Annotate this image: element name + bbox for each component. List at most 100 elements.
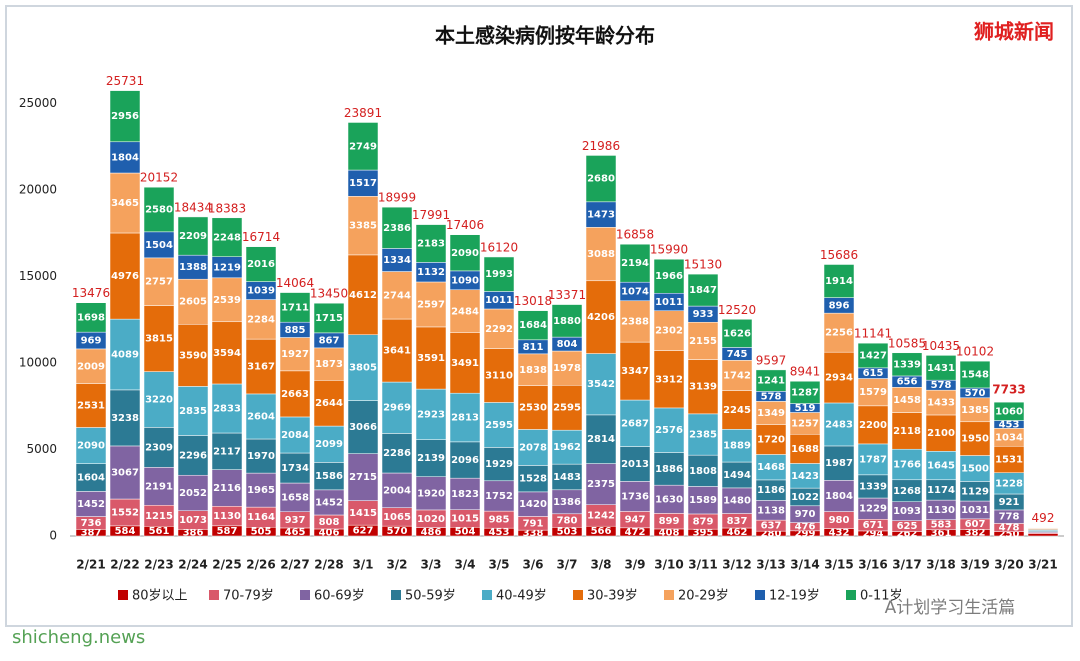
total-label: 13476 [72,286,110,300]
data-label: 1060 [995,406,1023,417]
data-label: 1219 [213,262,241,273]
data-label: 2191 [145,481,173,492]
data-label: 2286 [383,448,411,459]
data-label: 1129 [961,486,989,497]
data-label: 2309 [145,442,173,453]
legend-swatch [482,590,492,600]
x-tick-label: 3/9 [624,558,645,572]
data-label: 1965 [247,485,275,496]
total-label: 13371 [548,288,586,302]
x-tick-label: 3/14 [790,558,819,572]
legend-swatch [755,590,765,600]
data-label: 3805 [349,363,377,374]
data-label: 2155 [689,336,717,347]
data-label: 1987 [825,458,853,469]
data-label: 3110 [485,371,513,382]
x-tick-label: 3/12 [722,558,751,572]
data-label: 1808 [689,466,717,477]
data-label: 804 [557,339,578,350]
data-label: 1420 [519,499,547,510]
data-label: 937 [285,515,306,526]
total-label: 15130 [684,258,722,272]
data-label: 432 [829,527,850,538]
data-label: 1548 [961,370,989,381]
data-label: 2292 [485,324,513,335]
data-label: 503 [557,527,578,538]
data-label: 2302 [655,326,683,337]
watermark: 狮城新闻 [974,20,1054,44]
data-label: 3491 [451,358,479,369]
data-label: 1039 [247,286,275,297]
data-label: 578 [931,380,952,391]
data-label: 2209 [179,231,207,242]
data-label: 561 [149,526,170,537]
legend-label: 50-59岁 [405,589,456,604]
legend-label: 30-39岁 [587,589,638,604]
data-label: 3066 [349,422,377,433]
x-tick-label: 3/8 [590,558,611,572]
data-label: 1586 [315,471,343,482]
data-label: 2117 [213,446,241,457]
x-tick-label: 2/28 [314,558,343,572]
legend-label: 40-49岁 [496,589,547,604]
data-label: 2096 [451,455,479,466]
legend-swatch [846,590,856,600]
legend-label: 0-11岁 [860,589,903,604]
data-label: 1804 [825,491,853,502]
data-label: 2597 [417,299,445,310]
data-label: 4089 [111,350,139,361]
data-label: 1889 [723,441,751,452]
data-label: 1715 [315,313,343,324]
x-tick-label: 3/13 [756,558,785,572]
x-tick-label: 3/15 [824,558,853,572]
legend-label: 70-79岁 [223,589,274,604]
data-label: 1787 [859,454,887,465]
x-tick-label: 3/5 [488,558,509,572]
data-label: 1736 [621,491,649,502]
data-label: 1458 [893,395,921,406]
data-label: 1766 [893,459,921,470]
data-label: 3167 [247,362,275,373]
data-label: 625 [897,521,918,532]
data-label: 2118 [893,426,921,437]
total-label: 20152 [140,171,178,185]
data-label: 1386 [553,497,581,508]
total-label: 18999 [378,191,416,205]
data-label: 1604 [77,473,105,484]
data-label: 519 [795,403,816,414]
data-label: 1334 [383,255,411,266]
total-label: 10435 [922,339,960,353]
legend-swatch [300,590,310,600]
total-label: 15686 [820,248,858,262]
y-tick-label: 20000 [19,182,57,196]
data-label: 2813 [451,413,479,424]
data-label: 2833 [213,403,241,414]
data-label: 2969 [383,403,411,414]
total-label: 21986 [582,139,620,153]
data-label: 2483 [825,419,853,430]
data-label: 3641 [383,346,411,357]
data-label: 587 [217,526,238,537]
total-label: 12520 [718,303,756,317]
data-label: 3542 [587,379,615,390]
data-label: 2248 [213,232,241,243]
data-label: 885 [285,325,306,336]
data-label: 2663 [281,389,309,400]
data-label: 478 [999,523,1020,534]
data-label: 2484 [451,306,479,317]
total-label: 14064 [276,276,314,290]
data-label: 2595 [485,420,513,431]
y-tick-label: 10000 [19,355,57,369]
total-label: 18434 [174,200,212,214]
data-label: 615 [863,368,884,379]
data-label: 2090 [77,441,105,452]
x-tick-label: 3/4 [454,558,475,572]
total-label: 17406 [446,218,484,232]
watermark: A计划学习生活篇 [885,598,1016,618]
data-label: 2605 [179,297,207,308]
data-label: 1630 [655,494,683,505]
total-label: 16120 [480,240,518,254]
data-label: 985 [489,515,510,526]
x-tick-label: 2/24 [178,558,207,572]
data-label: 2116 [213,483,241,494]
